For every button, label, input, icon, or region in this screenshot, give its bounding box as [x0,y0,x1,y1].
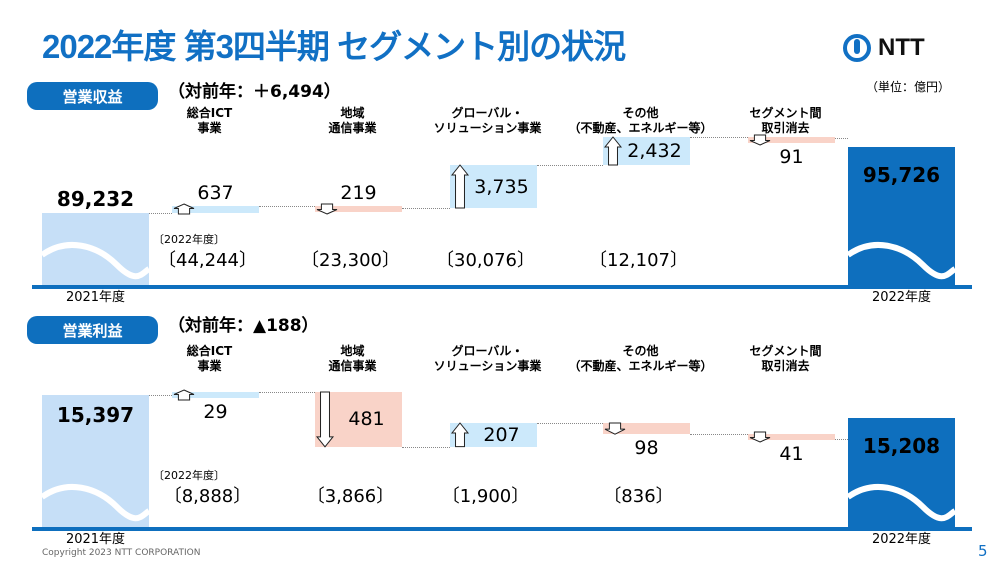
step-value: 3,735 [474,175,529,198]
arrow-up-icon [173,203,195,215]
segment-label: （不動産、エネルギー等） [568,121,713,135]
segment-label: 事業 [197,359,222,373]
arrow-down-icon [316,203,338,215]
connector-line [402,208,450,210]
step-value: 481 [348,408,385,431]
step-bar [603,422,690,435]
fy2022-value: 〔8,888〕 [163,486,252,507]
baseline [32,285,972,289]
step-value: 29 [203,400,228,423]
connector-line [835,438,848,440]
copyright: Copyright 2023 NTT CORPORATION [42,548,201,558]
arrow-up-icon [450,164,470,209]
segment-label: 地域 [340,106,365,120]
chart-title-pill: 営業収益 [27,82,158,110]
arrow-down-icon [604,422,626,435]
page-title: 2022年度 第3四半期 セグメント別の状況 [42,28,626,65]
bracket-year-label: 〔2022年度〕 [153,233,225,246]
step-value: 219 [340,181,377,204]
arrow-down-icon [749,134,771,146]
step-value: 98 [634,437,659,460]
segment-label: ソリューション事業 [433,359,542,373]
fy2022-value: 〔23,300〕 [301,250,400,271]
unit-label: （単位：億円） [866,80,951,94]
step-bar [748,434,835,441]
arrow-up-icon [603,136,623,166]
start-bar [42,213,149,285]
fy2022-value: 〔30,076〕 [436,250,535,271]
connector-line [537,165,603,167]
end-bar [848,418,955,527]
step-value: 91 [779,146,804,169]
segment-label: （不動産、エネルギー等） [568,359,713,373]
segment-label: 通信事業 [328,121,377,135]
ntt-logo: NTT [842,33,925,63]
fy2022-value: 〔3,866〕 [306,486,395,507]
segment-label: その他 [622,106,659,120]
step-bar [172,205,259,213]
segment-label: セグメント間 [749,106,822,120]
ntt-logo-icon [843,34,871,62]
step-bar [748,137,835,144]
arrow-down-icon [749,431,771,443]
segment-label: その他 [622,344,659,358]
connector-line [149,213,172,214]
connector-line [149,395,172,396]
step-bar [315,205,402,212]
connector-line [537,422,603,424]
start-value: 15,397 [56,403,135,427]
year-over-year-delta: （対前年：＋6,494） [168,82,341,102]
segment-label: グローバル・ [451,344,524,358]
step-bar [450,422,537,447]
connector-line [690,137,748,139]
segment-label: 総合ICT [186,106,233,120]
arrow-up-icon [173,389,195,401]
step-value: 41 [779,443,804,466]
step-value: 2,432 [627,140,682,163]
bracket-year-label: 〔2022年度〕 [153,469,225,482]
start-year-label: 2021年度 [65,532,126,547]
step-bar [172,391,259,398]
fy2022-value: 〔836〕 [603,486,674,507]
segment-label: 通信事業 [328,359,377,373]
segment-label: 取引消去 [761,359,810,373]
step-value: 207 [483,423,520,446]
connector-line [690,434,748,436]
fy2022-value: 〔44,244〕 [158,250,257,271]
end-value: 15,208 [862,434,941,458]
fy2022-value: 〔1,900〕 [441,486,530,507]
segment-label: 事業 [197,121,222,135]
baseline [32,527,972,531]
end-year-label: 2022年度 [871,532,932,547]
connector-line [402,446,450,448]
arrow-down-icon [315,391,335,448]
start-bar [42,395,149,527]
logo-text: NTT [878,34,925,61]
connector-line [835,138,848,140]
end-value: 95,726 [862,163,941,187]
segment-label: グローバル・ [451,106,524,120]
end-year-label: 2022年度 [871,290,932,305]
segment-label: 取引消去 [761,121,810,135]
arrow-up-icon [450,422,470,448]
start-value: 89,232 [56,187,135,211]
segment-label: セグメント間 [749,344,822,358]
connector-line [259,205,315,207]
end-bar [848,147,955,285]
page-number: 5 [978,542,988,560]
chart-title-pill: 営業利益 [27,316,158,344]
year-over-year-delta: （対前年：▲188） [168,316,319,336]
start-year-label: 2021年度 [65,290,126,305]
connector-line [259,391,315,393]
segment-label: 総合ICT [186,344,233,358]
fy2022-value: 〔12,107〕 [589,250,688,271]
segment-label: 地域 [340,344,365,358]
segment-label: ソリューション事業 [433,121,542,135]
step-value: 637 [197,181,234,204]
